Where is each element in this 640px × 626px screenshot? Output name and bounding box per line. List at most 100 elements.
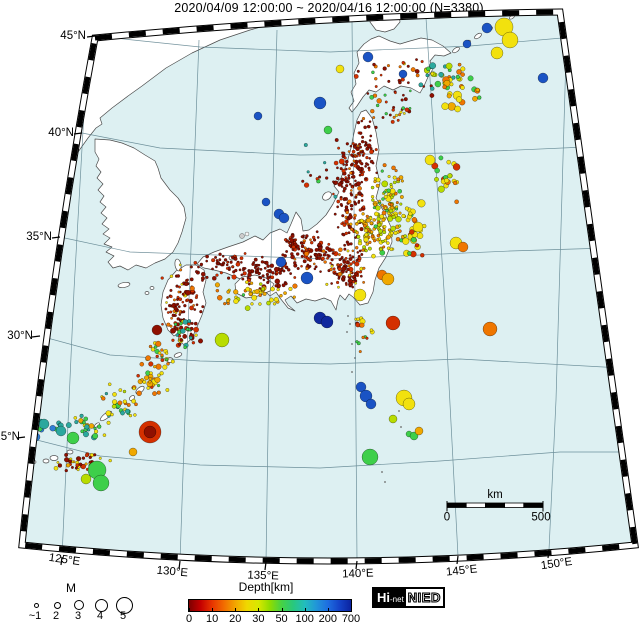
- depth-tick-label: 0: [185, 613, 193, 625]
- epicenter-dot: [266, 264, 271, 268]
- epicenter-dot: [345, 142, 350, 146]
- epicenter-dot: [337, 146, 341, 150]
- epicenter-dot: [357, 186, 362, 191]
- epicenter-dot: [325, 282, 329, 286]
- epicenter-dot: [351, 185, 354, 189]
- parallel-line: [81, 132, 586, 156]
- epicenter-dot: [214, 332, 230, 348]
- epicenter-dot: [161, 322, 164, 326]
- epicenter-dot: [108, 458, 112, 463]
- epicenter-dot: [172, 298, 176, 302]
- epicenter-dot: [373, 211, 379, 217]
- epicenter-dot: [79, 413, 84, 418]
- epicenter-dot: [501, 31, 519, 49]
- epicenter-dot: [417, 199, 426, 208]
- epicenter-dot: [406, 64, 410, 68]
- epicenter-dot: [472, 95, 478, 102]
- scale-bar-segment: [523, 502, 544, 508]
- epicenter-dot: [128, 447, 138, 457]
- islet: [400, 426, 402, 428]
- epicenter-dot: [434, 167, 440, 174]
- epicenter-dot: [398, 229, 402, 233]
- scale-end-label: 500: [531, 512, 550, 524]
- epicenter-dot: [178, 285, 182, 289]
- epicenter-dot: [291, 244, 296, 250]
- epicenter-dot: [173, 322, 178, 326]
- epicenter-dot: [344, 281, 348, 285]
- epicenter-dot: [239, 233, 245, 239]
- epicenter-dot: [180, 328, 186, 334]
- epicenter-dot: [292, 283, 298, 289]
- epicenter-dot: [362, 266, 366, 270]
- epicenter-dot: [336, 225, 340, 229]
- epicenter-dot: [350, 207, 354, 211]
- epicenter-dot: [360, 194, 364, 198]
- epicenter-dot: [258, 293, 263, 298]
- epicenter-dot: [337, 182, 343, 187]
- epicenter-dot: [364, 177, 368, 181]
- epicenter-dot: [312, 238, 317, 242]
- epicenter-dot: [383, 194, 388, 199]
- epicenter-dot: [353, 163, 358, 168]
- island: [66, 449, 74, 455]
- epicenter-dot: [260, 260, 265, 264]
- islet: [89, 29, 91, 31]
- epicenter-dot: [152, 391, 157, 396]
- epicenter-dot: [329, 267, 333, 272]
- epicenter-dot: [346, 242, 351, 246]
- epicenter-dot: [351, 255, 355, 259]
- epicenter-dot: [452, 163, 461, 171]
- epicenter-dot: [225, 263, 229, 267]
- epicenter-dot: [454, 199, 459, 205]
- epicenter-dot: [333, 194, 338, 199]
- epicenter-dot: [93, 429, 99, 434]
- epicenter-dot: [225, 266, 229, 270]
- epicenter-dot: [215, 288, 220, 293]
- epicenter-dot: [233, 298, 239, 304]
- epicenter-dot: [253, 257, 258, 262]
- epicenter-dot: [358, 270, 363, 274]
- epicenter-dot: [160, 276, 164, 280]
- lat-tick: [51, 236, 61, 239]
- epicenter-dot: [266, 280, 270, 285]
- epicenter-dot: [374, 147, 378, 152]
- epicenter-dot: [353, 74, 359, 79]
- epicenter-dot: [388, 113, 392, 117]
- epicenter-dot: [269, 263, 275, 268]
- lon-label: 130°E: [156, 565, 189, 580]
- epicenter-dot: [216, 294, 223, 301]
- epicenter-dot: [301, 179, 305, 183]
- epicenter-dot: [160, 348, 164, 352]
- epicenter-dot: [337, 277, 341, 280]
- epicenter-dot: [389, 182, 393, 186]
- epicenter-dot: [164, 357, 169, 362]
- epicenter-dot: [397, 78, 401, 83]
- epicenter-dot: [364, 140, 367, 144]
- epicenter-dot: [290, 233, 295, 239]
- epicenter-dot: [136, 390, 142, 397]
- lon-label: 125°E: [48, 552, 81, 568]
- epicenter-dot: [354, 143, 358, 146]
- epicenter-dot: [165, 301, 168, 304]
- map-content: [24, 12, 634, 561]
- lat-tick: [86, 35, 96, 38]
- island: [452, 46, 460, 54]
- epicenter-dot: [477, 95, 482, 100]
- epicenter-dot: [335, 176, 340, 181]
- epicenter-dot: [261, 274, 265, 278]
- epicenter-dot: [451, 75, 456, 80]
- epicenter-dot: [429, 93, 435, 98]
- epicenter-dot: [283, 238, 288, 242]
- epicenter-dot: [181, 300, 185, 304]
- epicenter-dot: [193, 326, 200, 333]
- epicenter-dot: [226, 298, 230, 303]
- epicenter-dot: [370, 108, 375, 114]
- epicenter-dot: [333, 180, 339, 185]
- epicenter-dot: [169, 310, 173, 314]
- epicenter-dot: [361, 116, 366, 121]
- epicenter-dot: [66, 431, 80, 445]
- epicenter-dot: [382, 225, 387, 229]
- epicenter-dot: [340, 177, 345, 182]
